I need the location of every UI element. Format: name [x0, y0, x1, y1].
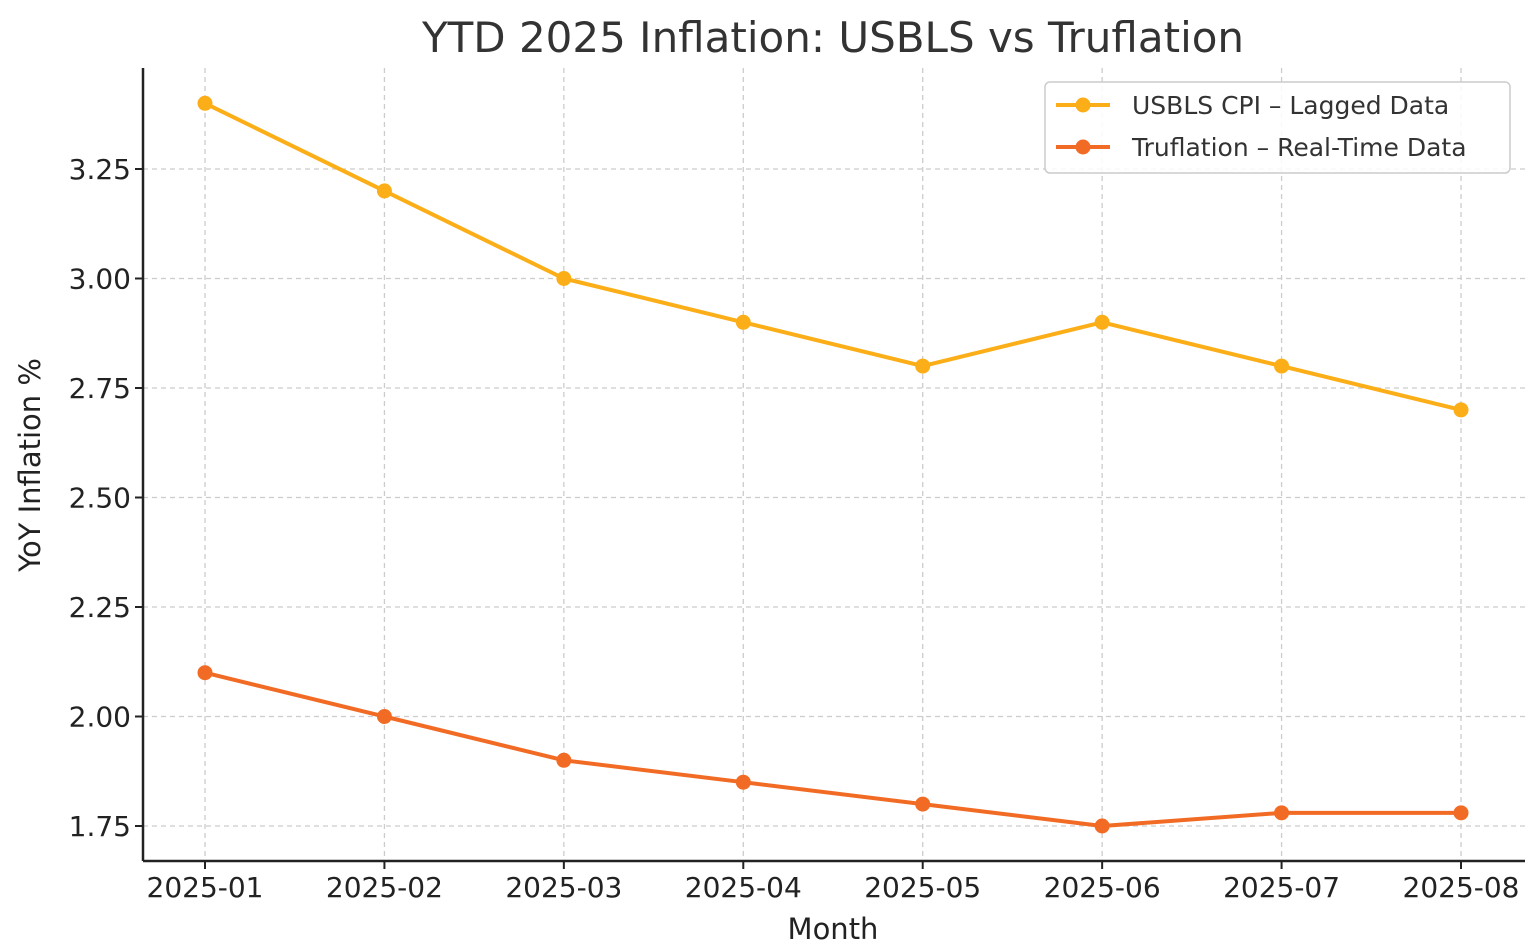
data-point-series-0 — [376, 183, 392, 199]
series-line-0 — [204, 101, 1462, 412]
x-tick-label: 2025-05 — [864, 871, 981, 904]
data-point-series-0 — [1094, 314, 1110, 330]
x-tick-label: 2025-01 — [147, 871, 264, 904]
legend-marker-usbls — [1075, 97, 1091, 113]
y-tick-labels: 1.75 2.00 2.25 2.50 2.75 3.00 3.25 — [69, 153, 143, 843]
y-axis-title: YoY Inflation % — [13, 358, 47, 573]
y-tick-label: 3.25 — [69, 153, 131, 186]
data-point-series-1 — [735, 774, 751, 790]
series-line-1 — [204, 670, 1461, 828]
x-tick-label: 2025-06 — [1044, 871, 1161, 904]
y-tick-label: 1.75 — [69, 810, 131, 843]
data-point-series-1 — [197, 665, 213, 681]
x-tick-labels: 2025-01 2025-02 2025-03 2025-04 2025-05 2025-… — [147, 861, 1520, 904]
data-point-series-1 — [556, 752, 572, 768]
y-tick-label: 3.00 — [69, 263, 131, 296]
y-tick-label: 2.25 — [69, 591, 131, 624]
data-point-series-0 — [735, 314, 751, 330]
x-tick-label: 2025-02 — [326, 871, 443, 904]
legend-label-truflation: Truflation – Real-Time Data — [1131, 133, 1467, 162]
chart-title: YTD 2025 Inflation: USBLS vs Truflation — [421, 13, 1244, 62]
data-point-series-1 — [1453, 805, 1469, 821]
data-point-series-1 — [1274, 805, 1290, 821]
y-tick-label: 2.75 — [69, 372, 131, 405]
grid-layer — [143, 68, 1525, 861]
x-axis-title: Month — [788, 912, 879, 946]
legend-box — [1044, 81, 1511, 174]
data-point-series-1 — [915, 796, 931, 812]
data-point-series-0 — [197, 95, 213, 111]
x-tick-label: 2025-08 — [1403, 871, 1520, 904]
x-tick-label: 2025-04 — [685, 871, 802, 904]
x-tick-label: 2025-07 — [1223, 871, 1340, 904]
legend-label-usbls: USBLS CPI – Lagged Data — [1132, 91, 1449, 120]
y-tick-label: 2.50 — [69, 482, 131, 515]
legend-marker-truflation — [1075, 139, 1091, 155]
data-point-series-0 — [1453, 402, 1469, 418]
data-point-series-0 — [556, 271, 572, 286]
data-point-series-1 — [376, 709, 392, 724]
data-point-series-1 — [1094, 818, 1110, 834]
axes-layer — [141, 68, 1525, 863]
legend: USBLS CPI – Lagged Data Truflation – Rea… — [1044, 81, 1511, 174]
series-layer — [197, 95, 1469, 834]
y-tick-label: 2.00 — [69, 701, 131, 734]
x-tick-label: 2025-03 — [505, 871, 622, 904]
data-point-series-0 — [1274, 358, 1290, 374]
data-point-series-0 — [915, 358, 931, 374]
